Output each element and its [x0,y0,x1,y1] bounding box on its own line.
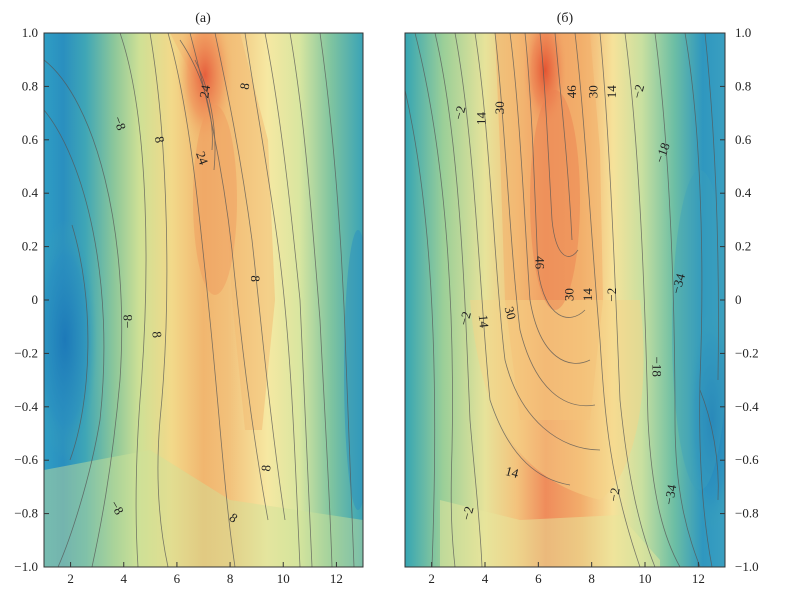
panel-a-title: (а) [195,11,211,26]
y-tick-label: −0.6 [735,452,759,467]
y-tick-label: −0.8 [14,506,38,521]
y-tick-label: −1.0 [14,559,38,574]
x-tick-label: 10 [639,571,652,586]
x-tick-label: 6 [174,571,181,586]
contour-label: −8 [110,114,129,132]
contour-label: 14 [476,314,492,329]
contour-label: −18 [650,357,665,377]
panel-b-contours [405,33,719,567]
x-tick-label: 12 [692,571,705,586]
contour-label: −18 [652,141,673,165]
y-tick-label: −0.2 [14,345,38,360]
y-tick-label: 0 [735,292,742,307]
contour-label: −2 [451,104,469,121]
contour-label: 30 [502,305,520,321]
x-tick-label: 4 [482,571,489,586]
contour-label: 24 [193,149,212,167]
x-tick-label: 8 [227,571,234,586]
contour-label: 14 [504,463,521,481]
y-tick-label: −0.4 [735,399,759,414]
x-tick-label: 4 [121,571,128,586]
contour-label: 30 [585,85,600,98]
panel-a-y-ticks: 1.0 0.8 0.6 0.4 0.2 0 −0.2 −0.4 −0.6 −0.8 −1.0 [14,25,49,574]
contour-label: −8 [120,314,135,328]
contour-label: −34 [661,483,679,506]
y-tick-label: −0.4 [14,399,38,414]
contour-label: 14 [580,288,595,302]
y-tick-label: 0.4 [735,185,752,200]
y-tick-label: −1.0 [735,559,759,574]
contour-label: 8 [149,331,165,339]
panel-b-x-ticks: 2 4 6 8 10 12 [428,562,705,586]
contour-label: −2 [459,505,477,522]
y-tick-label: 0.2 [22,239,38,254]
y-tick-label: 0.6 [735,132,752,147]
panel-b-y-ticks: 1.0 0.8 0.6 0.4 0.2 0 −0.2 −0.4 −0.6 −0.8 −1.0 [720,25,759,574]
contour-label: −2 [604,288,619,302]
y-tick-label: 0.8 [735,78,751,93]
contour-label: 8 [237,82,253,91]
contour-label: 30 [561,288,576,301]
y-tick-label: 0.2 [735,239,751,254]
y-tick-label: 0.6 [22,132,39,147]
x-tick-label: 6 [535,571,542,586]
y-tick-label: 0 [32,292,39,307]
contour-label: −2 [606,487,623,503]
contour-label: 46 [564,85,579,99]
contour-label: 14 [473,111,488,125]
panel-b-title: (б) [557,11,574,26]
y-tick-label: −0.2 [735,345,759,360]
y-tick-label: 1.0 [735,25,751,40]
contour-label: 8 [152,135,168,144]
x-tick-label: 10 [277,571,290,586]
x-tick-label: 12 [330,571,343,586]
contour-label: −2 [456,310,474,327]
contour-label: 30 [492,101,507,114]
contour-label: −2 [629,83,647,100]
x-tick-label: 8 [588,571,595,586]
contour-label: 8 [258,464,274,472]
contour-label: 24 [196,83,213,99]
y-tick-label: −0.8 [735,506,759,521]
contour-label: 46 [532,256,547,270]
panel-a-contours [44,33,355,567]
y-tick-label: 0.8 [22,78,38,93]
y-tick-label: 1.0 [22,25,38,40]
panel-a-x-ticks: 2 4 6 8 10 12 [67,562,343,586]
contour-label: −8 [107,498,127,517]
contour-label: 8 [248,275,263,282]
x-tick-label: 2 [428,571,435,586]
contour-label: −34 [668,271,688,295]
contour-label: 14 [604,85,619,99]
y-tick-label: −0.6 [14,452,38,467]
y-tick-label: 0.4 [22,185,39,200]
x-tick-label: 2 [67,571,74,586]
